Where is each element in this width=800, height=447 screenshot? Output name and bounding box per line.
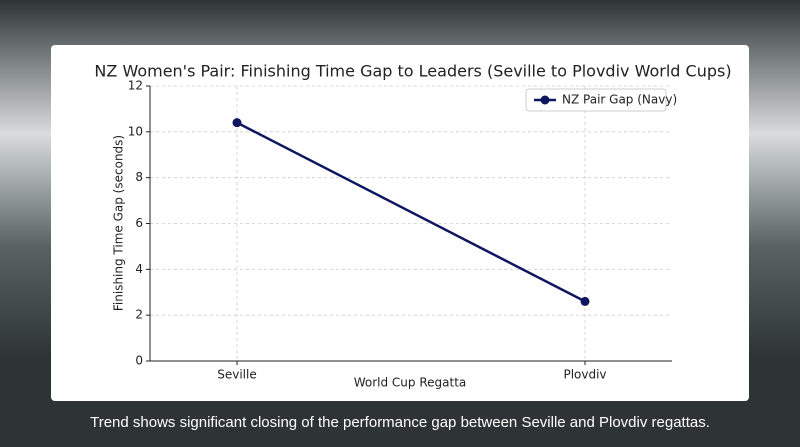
legend-label: NZ Pair Gap (Navy) xyxy=(562,93,677,107)
data-point xyxy=(232,118,242,128)
y-tick-label: 10 xyxy=(128,124,143,138)
legend-box xyxy=(525,88,667,112)
y-tick-label: 0 xyxy=(135,354,143,368)
series-line xyxy=(236,121,586,303)
y-axis-label: Finishing Time Gap (seconds) xyxy=(112,135,126,311)
caption: Trend shows significant closing of the p… xyxy=(90,414,710,431)
chart-card: NZ Women's Pair: Finishing Time Gap to L… xyxy=(51,45,749,401)
chart-title: NZ Women's Pair: Finishing Time Gap to L… xyxy=(94,62,731,81)
y-tick-label: 4 xyxy=(135,262,143,276)
y-tick-label: 2 xyxy=(135,308,143,322)
y-tick-label: 6 xyxy=(135,216,143,230)
x-tick-label: Plovdiv xyxy=(563,368,606,382)
legend-marker xyxy=(540,95,550,105)
chart: NZ Women's Pair: Finishing Time Gap to L… xyxy=(94,62,731,390)
y-tick-label: 8 xyxy=(135,170,143,184)
x-axis-label: World Cup Regatta xyxy=(354,376,467,390)
y-tick-label: 12 xyxy=(128,79,143,93)
data-point xyxy=(580,296,590,306)
x-tick-label: Seville xyxy=(217,368,257,382)
